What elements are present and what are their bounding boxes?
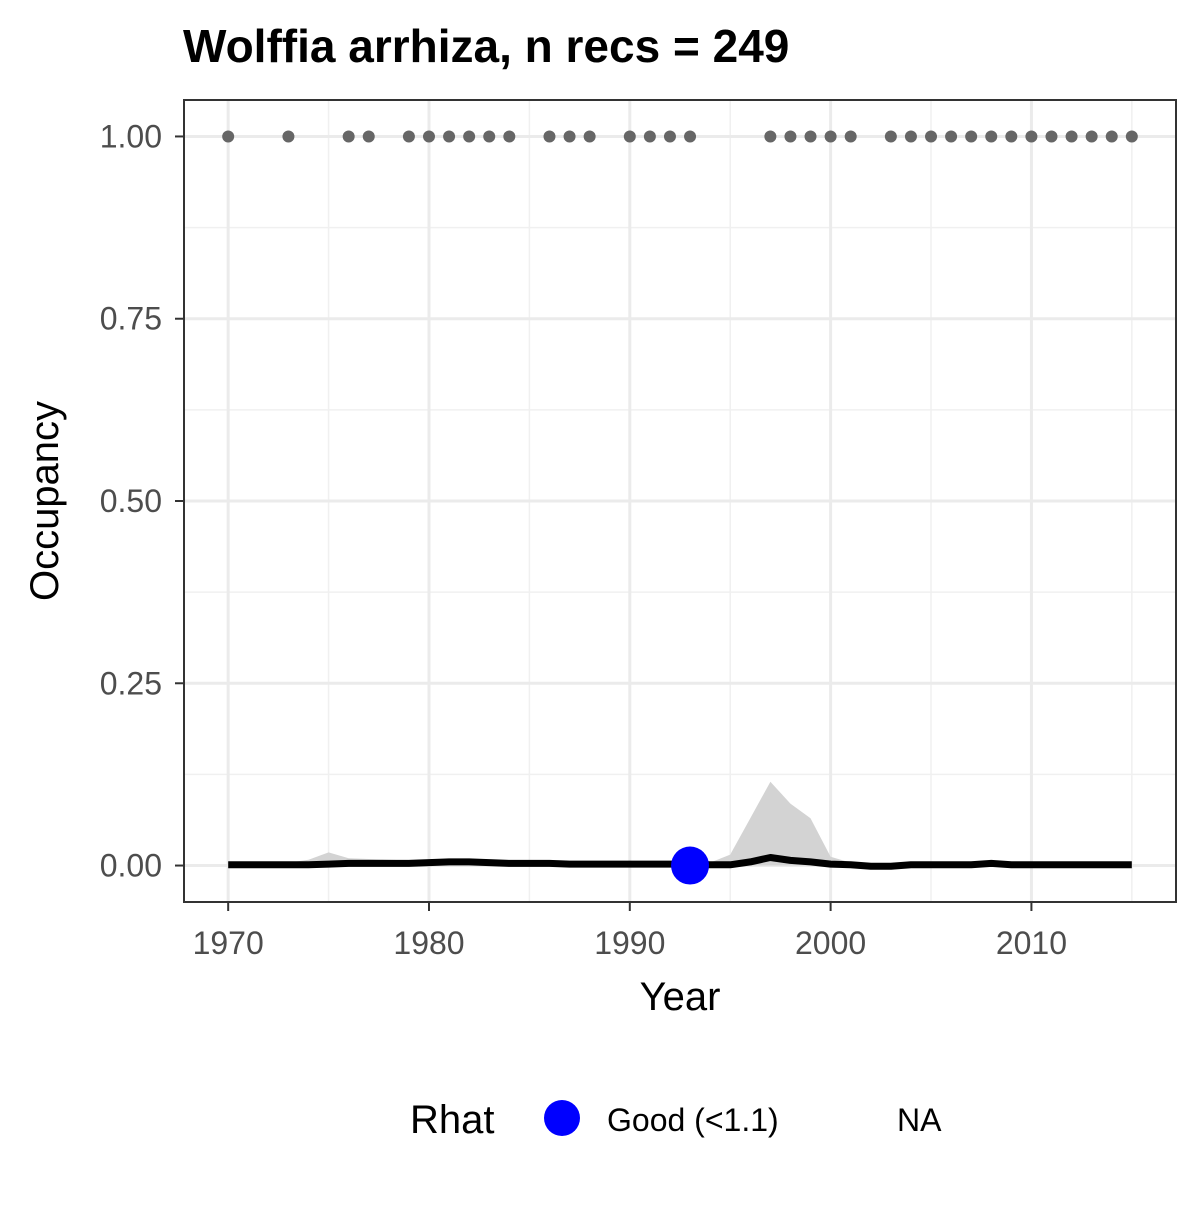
record-year-point	[503, 130, 516, 143]
record-year-point	[1065, 130, 1078, 143]
record-year-point	[1005, 130, 1018, 143]
record-year-point	[643, 130, 656, 143]
x-axis: 1970 1980 1990 2000 2010	[193, 902, 1067, 961]
record-year-point	[583, 130, 596, 143]
x-tick-label: 1980	[393, 925, 464, 961]
y-tick-label: 0.25	[100, 665, 162, 701]
record-year-point	[222, 130, 235, 143]
record-year-point	[1085, 130, 1098, 143]
record-year-point	[402, 130, 415, 143]
legend-key-good	[544, 1100, 580, 1136]
record-year-point	[764, 130, 777, 143]
record-year-point	[362, 130, 375, 143]
record-year-point	[623, 130, 636, 143]
record-year-point	[784, 130, 797, 143]
chart-title: Wolffia arrhiza, n recs = 249	[183, 20, 789, 72]
y-tick-label: 0.00	[100, 848, 162, 884]
record-year-point	[965, 130, 978, 143]
record-year-point	[945, 130, 958, 143]
record-year-point	[985, 130, 998, 143]
record-year-point	[342, 130, 355, 143]
record-year-point	[1125, 130, 1138, 143]
record-year-point	[1105, 130, 1118, 143]
record-year-point	[925, 130, 938, 143]
y-axis-label: Occupancy	[23, 401, 67, 601]
x-tick-label: 2010	[996, 925, 1067, 961]
record-year-point	[483, 130, 496, 143]
record-year-point	[563, 130, 576, 143]
record-year-point	[1025, 130, 1038, 143]
legend-label-na: NA	[897, 1102, 942, 1138]
y-axis: 0.00 0.25 0.50 0.75 1.00	[100, 118, 184, 884]
legend-label-good: Good (<1.1)	[607, 1102, 779, 1138]
record-year-point	[1045, 130, 1058, 143]
record-year-point	[684, 130, 697, 143]
x-axis-label: Year	[640, 975, 721, 1019]
x-tick-label: 1970	[193, 925, 264, 961]
record-year-point	[422, 130, 435, 143]
y-tick-label: 0.50	[100, 483, 162, 519]
record-year-point	[844, 130, 857, 143]
legend: Rhat Good (<1.1) NA	[410, 1098, 942, 1142]
record-year-points	[222, 130, 1138, 143]
y-tick-label: 1.00	[100, 118, 162, 154]
record-year-point	[463, 130, 476, 143]
confidence-ribbon	[228, 781, 1132, 867]
record-year-point	[824, 130, 837, 143]
legend-title: Rhat	[410, 1098, 495, 1142]
rhat-point	[671, 846, 710, 885]
record-year-point	[663, 130, 676, 143]
record-year-point	[543, 130, 556, 143]
record-year-point	[282, 130, 295, 143]
record-year-point	[904, 130, 917, 143]
record-year-point	[884, 130, 897, 143]
x-tick-label: 2000	[795, 925, 866, 961]
record-year-point	[443, 130, 456, 143]
rhat-points	[671, 846, 710, 885]
x-tick-label: 1990	[594, 925, 665, 961]
record-year-point	[804, 130, 817, 143]
y-tick-label: 0.75	[100, 301, 162, 337]
